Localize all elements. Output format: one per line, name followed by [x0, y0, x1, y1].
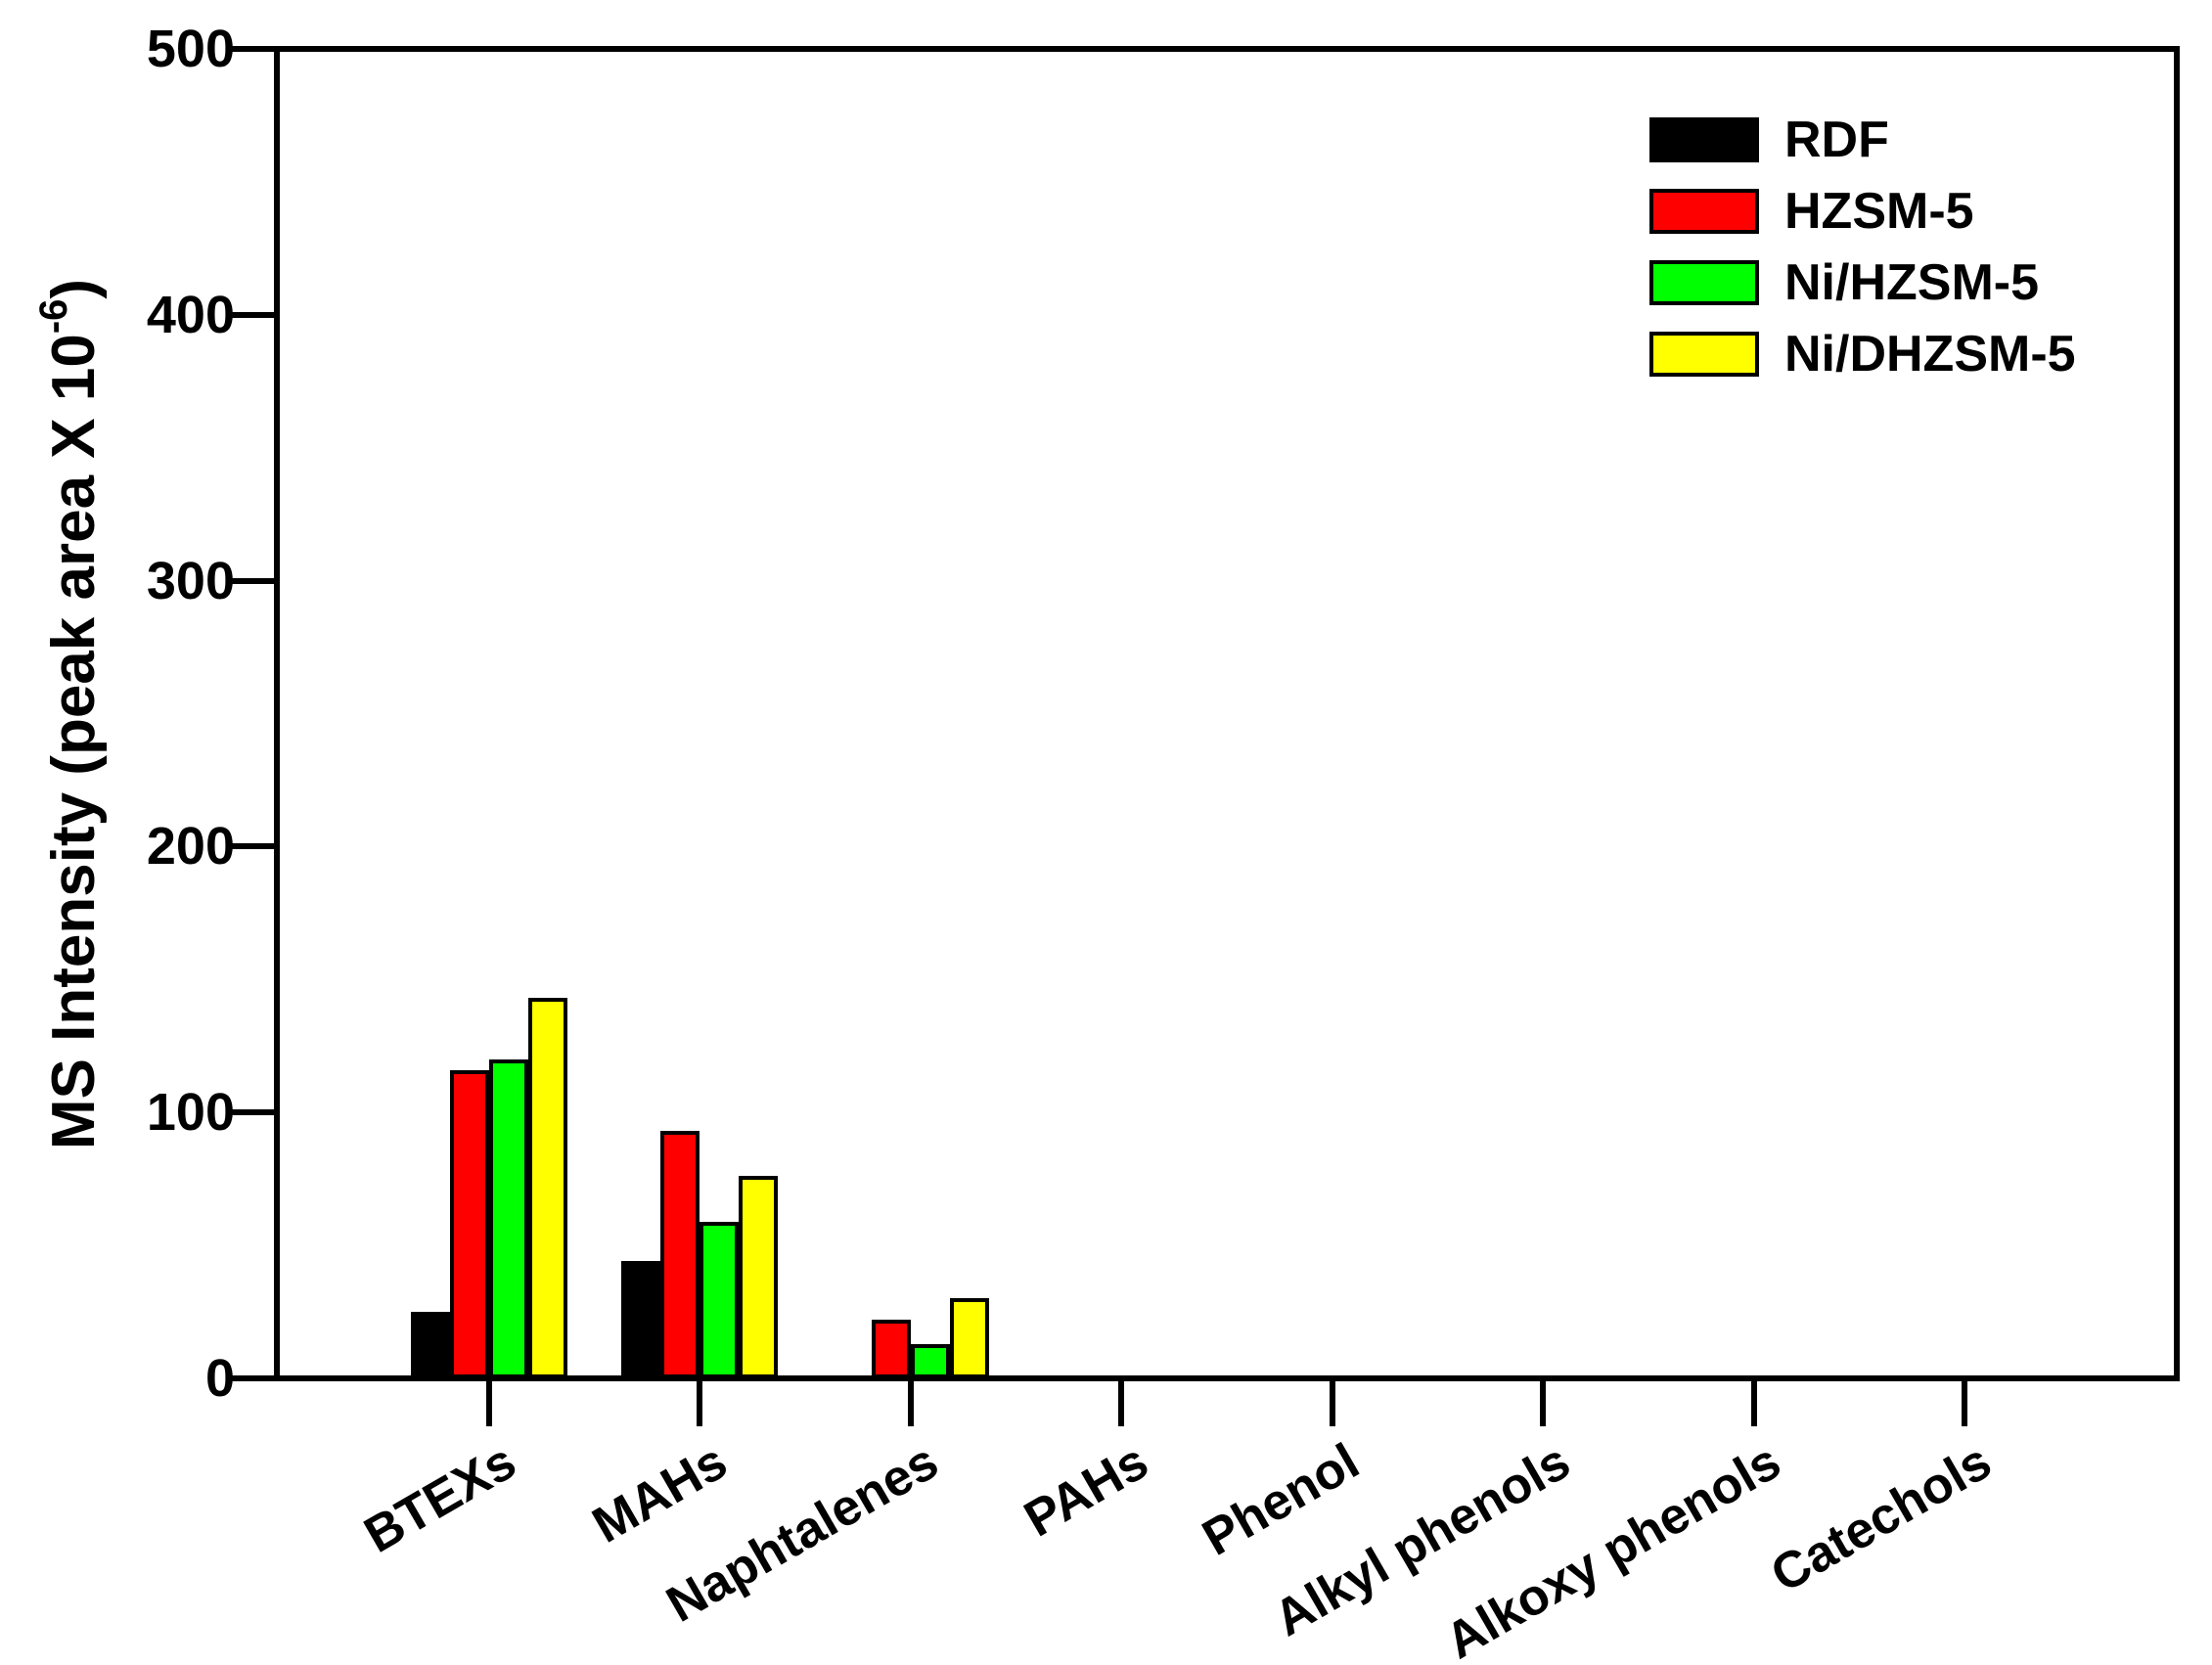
bar — [660, 1131, 700, 1378]
x-axis-label: Phenol — [1194, 1432, 1370, 1567]
x-axis-label: Catechols — [1762, 1432, 2002, 1604]
bar — [489, 1058, 528, 1378]
x-tick — [486, 1381, 492, 1426]
y-tick — [229, 1375, 274, 1381]
y-tick — [229, 46, 274, 52]
legend-swatch — [1649, 260, 1759, 305]
bar — [411, 1312, 450, 1378]
bar — [949, 1298, 989, 1378]
y-tick — [229, 577, 274, 584]
legend-swatch — [1649, 117, 1759, 162]
y-tick-label: 0 — [204, 1349, 235, 1408]
legend-label: HZSM-5 — [1784, 183, 1974, 240]
x-tick — [1329, 1381, 1335, 1426]
x-tick — [1962, 1381, 1967, 1426]
y-axis-title-main: MS Intensity (peak area X 10 — [40, 334, 108, 1150]
x-tick — [1750, 1381, 1757, 1426]
bar — [700, 1221, 740, 1378]
x-axis-label: MAHs — [583, 1432, 737, 1554]
legend-label: Ni/DHZSM-5 — [1784, 326, 2076, 382]
legend-label: Ni/HZSM-5 — [1784, 254, 2039, 311]
x-tick — [697, 1381, 703, 1426]
y-tick — [229, 1109, 274, 1116]
y-tick-label: 300 — [146, 551, 235, 610]
x-axis-label: BTEXs — [355, 1432, 526, 1564]
y-tick-label: 100 — [146, 1083, 235, 1143]
y-tick-label: 400 — [146, 285, 235, 344]
legend-label: RDF — [1784, 112, 1889, 168]
x-tick — [907, 1381, 914, 1426]
legend-item: Ni/DHZSM-5 — [1649, 326, 2076, 382]
legend-swatch — [1649, 189, 1759, 234]
y-tick-label: 200 — [146, 817, 235, 877]
plot-frame — [274, 46, 2180, 1381]
y-tick-label: 500 — [146, 20, 235, 78]
bar — [450, 1069, 489, 1378]
x-tick — [1118, 1381, 1125, 1426]
legend-item: Ni/HZSM-5 — [1649, 254, 2039, 311]
legend-swatch — [1649, 332, 1759, 377]
bar — [871, 1320, 911, 1378]
y-tick — [229, 843, 274, 850]
bar — [528, 998, 567, 1378]
bar — [910, 1343, 950, 1378]
x-tick — [1540, 1381, 1547, 1426]
bar — [739, 1176, 779, 1378]
legend-item: RDF — [1649, 112, 1889, 168]
x-axis-label: PAHs — [1016, 1432, 1158, 1549]
legend-item: HZSM-5 — [1649, 183, 1974, 240]
bar — [621, 1261, 661, 1378]
y-tick — [229, 311, 274, 318]
y-axis-title: MS Intensity (peak area X 10-6) — [32, 279, 109, 1149]
